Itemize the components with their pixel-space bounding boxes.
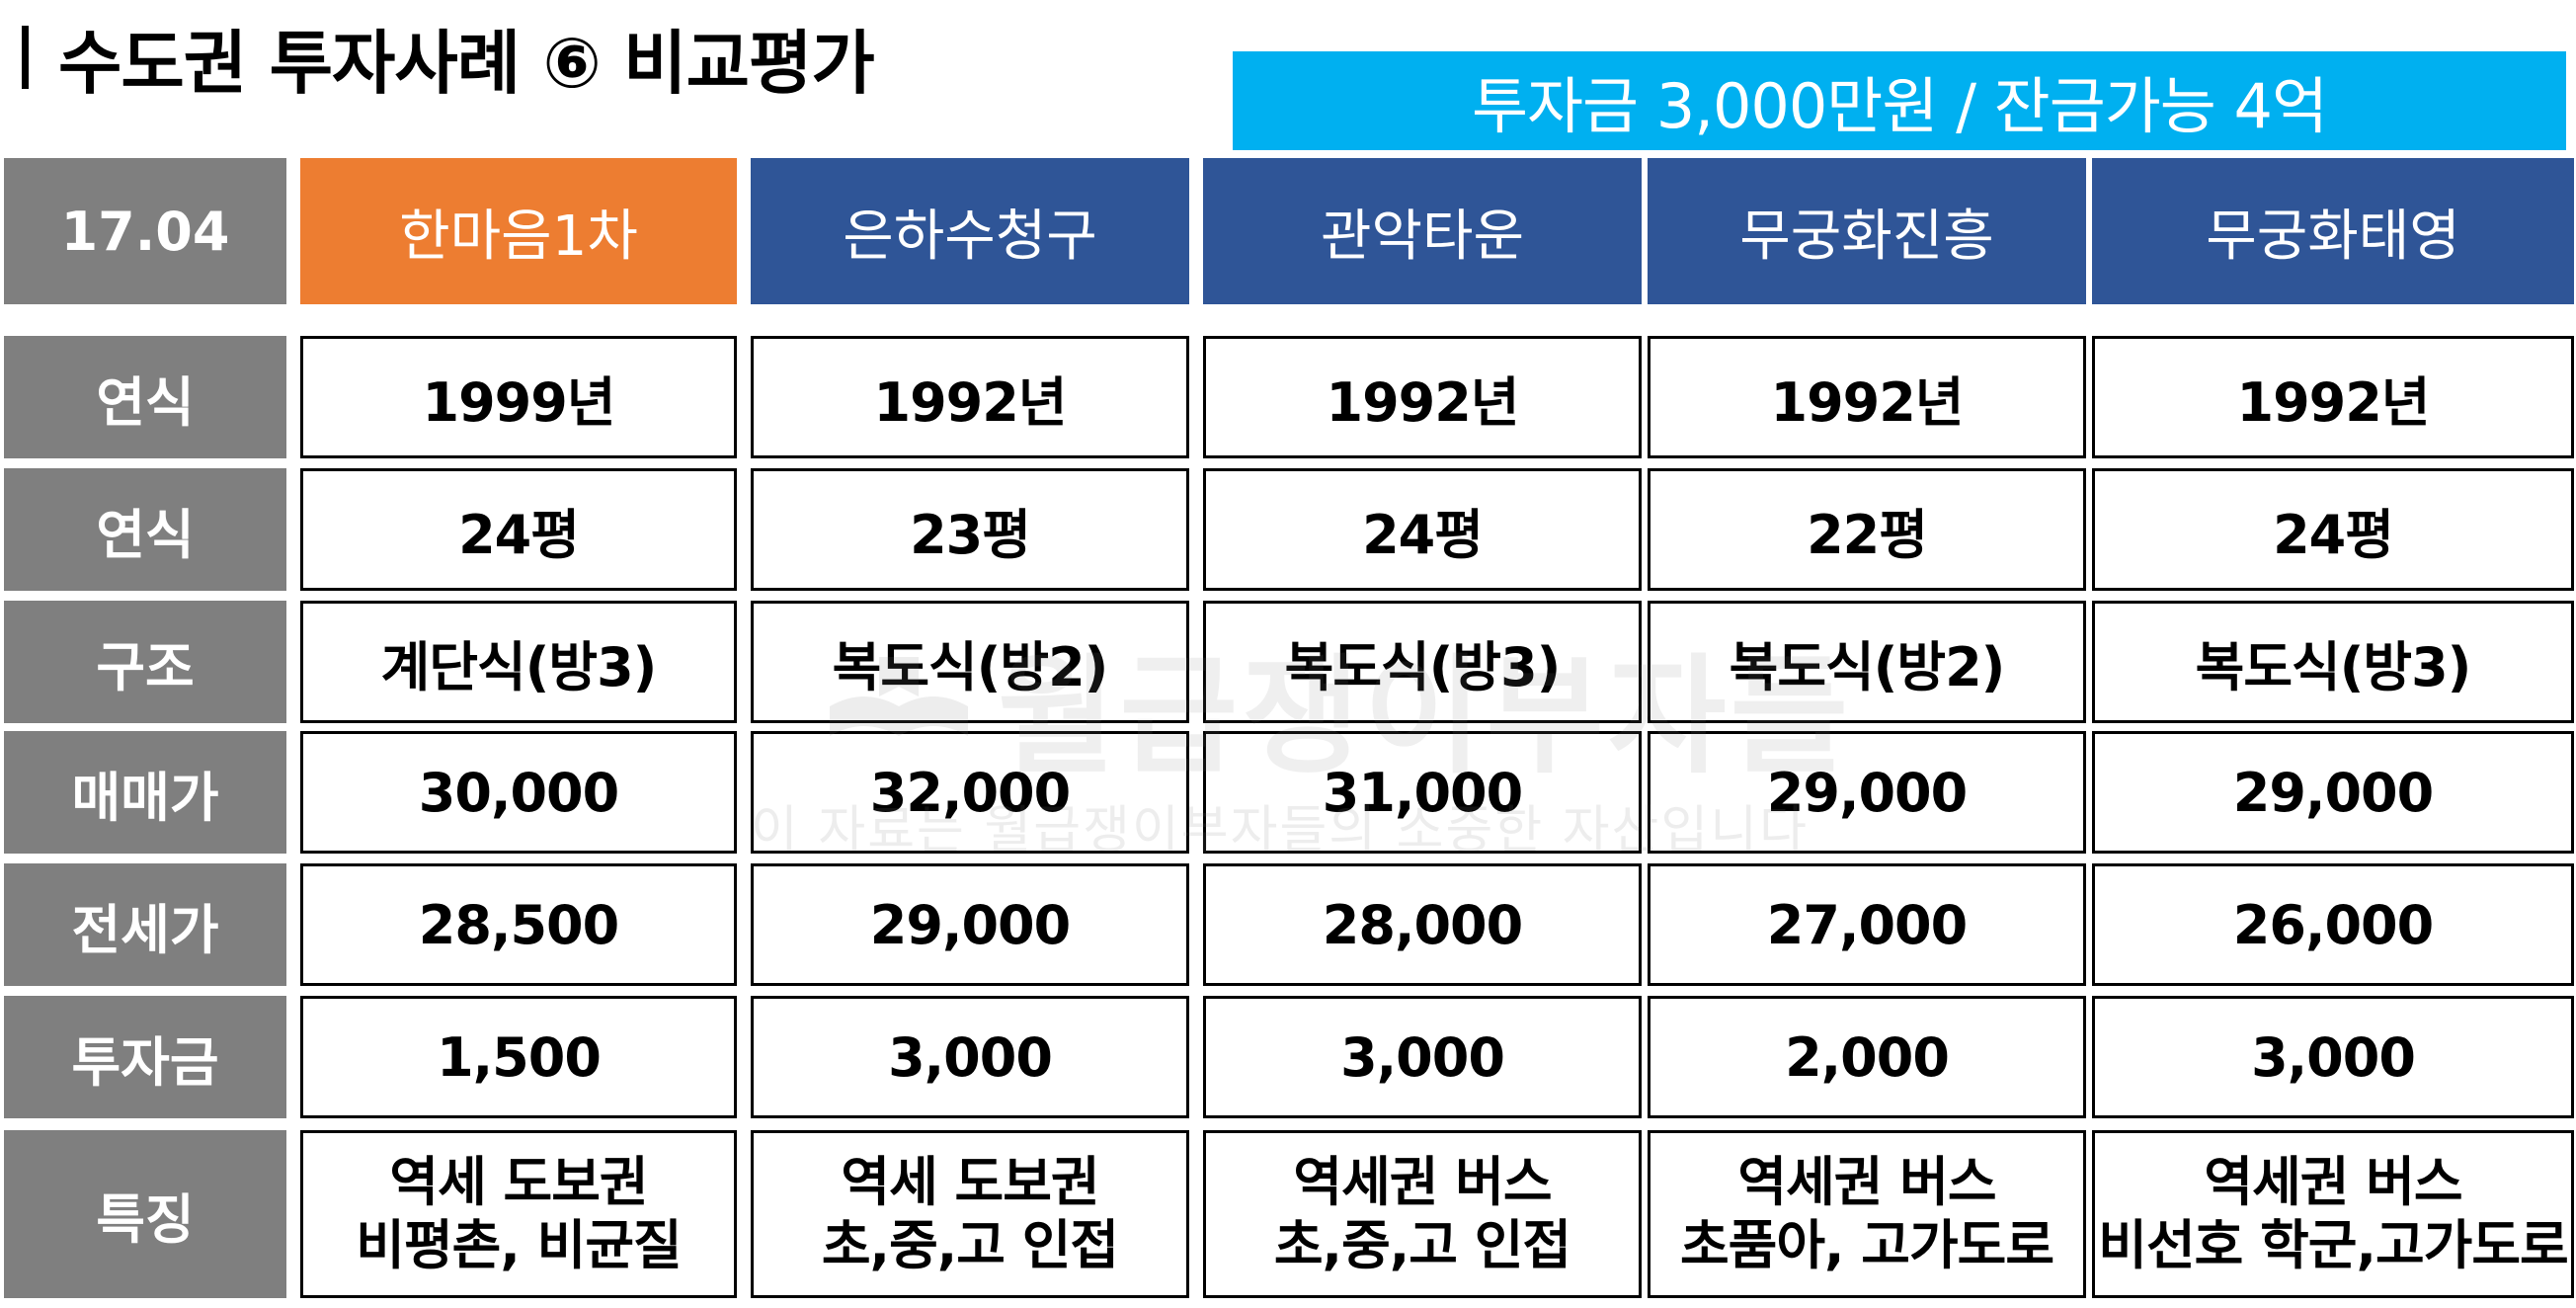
summary-banner: 투자금 3,000만원 / 잔금가능 4억 [1233,51,2566,150]
column-header: 무궁화태영 [2092,158,2574,304]
table-cell: 1992년 [2092,336,2574,458]
table-cell: 1999년 [300,336,737,458]
title-bar-marker [22,26,29,89]
table-cell: 역세 도보권 비평촌, 비균질 [300,1130,737,1298]
table-cell: 역세권 버스 초품아, 고가도로 [1648,1130,2086,1298]
table-cell: 복도식(방3) [1203,601,1642,723]
table-cell: 1992년 [751,336,1189,458]
table-cell: 3,000 [2092,996,2574,1118]
row-label: 매매가 [4,731,286,854]
table-cell: 27,000 [1648,863,2086,986]
row-label: 특징 [4,1130,286,1298]
cell-line: 초품아, 고가도로 [1679,1214,2054,1276]
table-cell: 1,500 [300,996,737,1118]
table-cell: 23평 [751,468,1189,591]
cell-line: 역세권 버스 [2204,1151,2462,1214]
table-cell: 계단식(방3) [300,601,737,723]
column-header: 한마음1차 [300,158,737,304]
table-cell: 29,000 [1648,731,2086,854]
cell-line: 역세권 버스 [1293,1151,1552,1214]
cell-line: 초,중,고 인접 [1273,1214,1571,1276]
table-cell: 역세권 버스 비선호 학군,고가도로 [2092,1130,2574,1298]
table-cell: 복도식(방2) [751,601,1189,723]
cell-line: 역세 도보권 [841,1151,1099,1214]
page-title: 수도권 투자사례 ⑥ 비교평가 [22,10,875,105]
table-cell: 역세 도보권 초,중,고 인접 [751,1130,1189,1298]
table-cell: 24평 [2092,468,2574,591]
table-cell: 3,000 [1203,996,1642,1118]
cell-line: 비선호 학군,고가도로 [2098,1214,2568,1276]
table-cell: 29,000 [751,863,1189,986]
column-header: 관악타운 [1203,158,1642,304]
table-cell: 복도식(방3) [2092,601,2574,723]
row-label: 구조 [4,601,286,723]
page-title-text: 수도권 투자사례 ⑥ 비교평가 [58,22,875,104]
table-cell: 3,000 [751,996,1189,1118]
row-label: 연식 [4,336,286,458]
row-label: 전세가 [4,863,286,986]
table-cell: 1992년 [1203,336,1642,458]
header-corner-date: 17.04 [4,158,286,304]
table-cell: 32,000 [751,731,1189,854]
table-cell: 24평 [1203,468,1642,591]
cell-line: 초,중,고 인접 [821,1214,1119,1276]
table-cell: 2,000 [1648,996,2086,1118]
cell-line: 역세권 버스 [1737,1151,1996,1214]
table-cell: 28,500 [300,863,737,986]
table-cell: 26,000 [2092,863,2574,986]
table-cell: 22평 [1648,468,2086,591]
cell-line: 역세 도보권 [389,1151,648,1214]
cell-line: 비평촌, 비균질 [356,1214,682,1276]
table-cell: 역세권 버스 초,중,고 인접 [1203,1130,1642,1298]
table-cell: 24평 [300,468,737,591]
table-cell: 29,000 [2092,731,2574,854]
table-cell: 28,000 [1203,863,1642,986]
table-cell: 30,000 [300,731,737,854]
table-cell: 1992년 [1648,336,2086,458]
column-header: 은하수청구 [751,158,1189,304]
column-header: 무궁화진흥 [1648,158,2086,304]
row-label: 투자금 [4,996,286,1118]
table-cell: 31,000 [1203,731,1642,854]
row-label: 연식 [4,468,286,591]
table-cell: 복도식(방2) [1648,601,2086,723]
